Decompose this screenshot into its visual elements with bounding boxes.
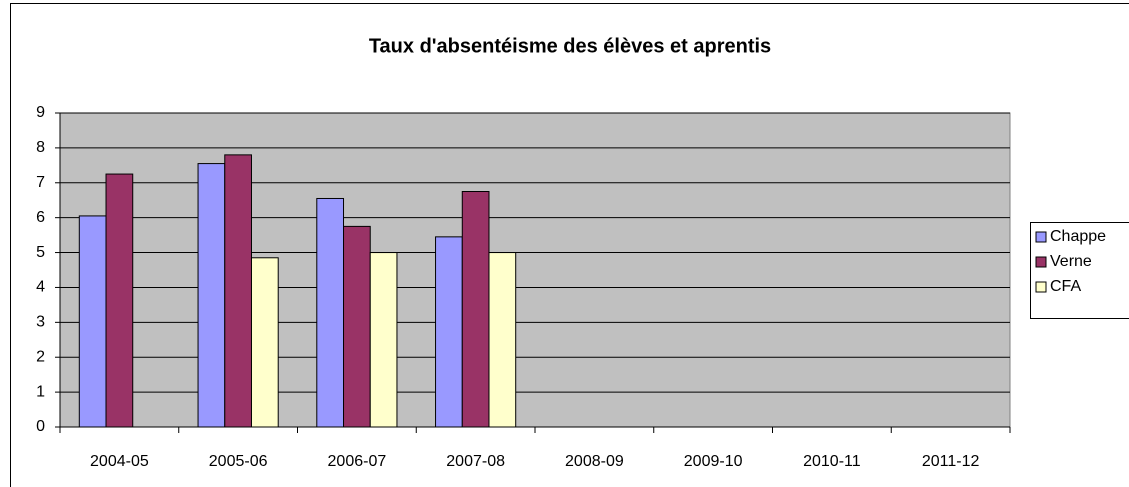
chart-title: Taux d'absentéisme des élèves et aprenti… [369,35,771,57]
bar [197,163,226,428]
x-tick-label: 2008-09 [565,453,624,470]
bar [461,191,490,428]
x-tick-label: 2006-07 [328,453,387,470]
legend-box [1030,222,1129,319]
y-tick-label: 1 [36,383,45,400]
x-tick-label: 2011-12 [922,453,980,470]
x-tick-label: 2004-05 [90,453,149,470]
y-tick-label: 8 [36,139,45,156]
bar [105,173,134,428]
x-tick-label: 2010-11 [803,453,861,470]
bar [78,215,107,428]
y-tick-label: 4 [36,279,45,296]
x-tick-label: 2009-10 [684,453,743,470]
y-tick-label: 9 [36,104,45,121]
y-tick-label: 6 [36,209,45,226]
x-tick-label: 2007-08 [446,453,505,470]
bar [435,236,463,428]
legend-swatch [1035,256,1047,268]
y-tick-label: 5 [36,244,45,261]
x-tick-label: 2005-06 [209,453,268,470]
y-tick-label: 2 [36,348,45,365]
bar [250,257,279,428]
bar [488,252,517,428]
legend-label: Verne [1050,253,1092,270]
legend-label: Chappe [1050,228,1106,245]
y-tick-label: 7 [36,174,45,191]
bar [343,225,371,428]
y-tick-label: 3 [36,314,45,331]
bar [316,197,345,428]
bar [224,154,252,428]
legend-label: CFA [1050,278,1081,295]
y-tick-label: 0 [36,418,45,435]
legend-swatch [1035,281,1047,293]
legend-swatch [1035,231,1047,243]
bar [369,252,398,428]
